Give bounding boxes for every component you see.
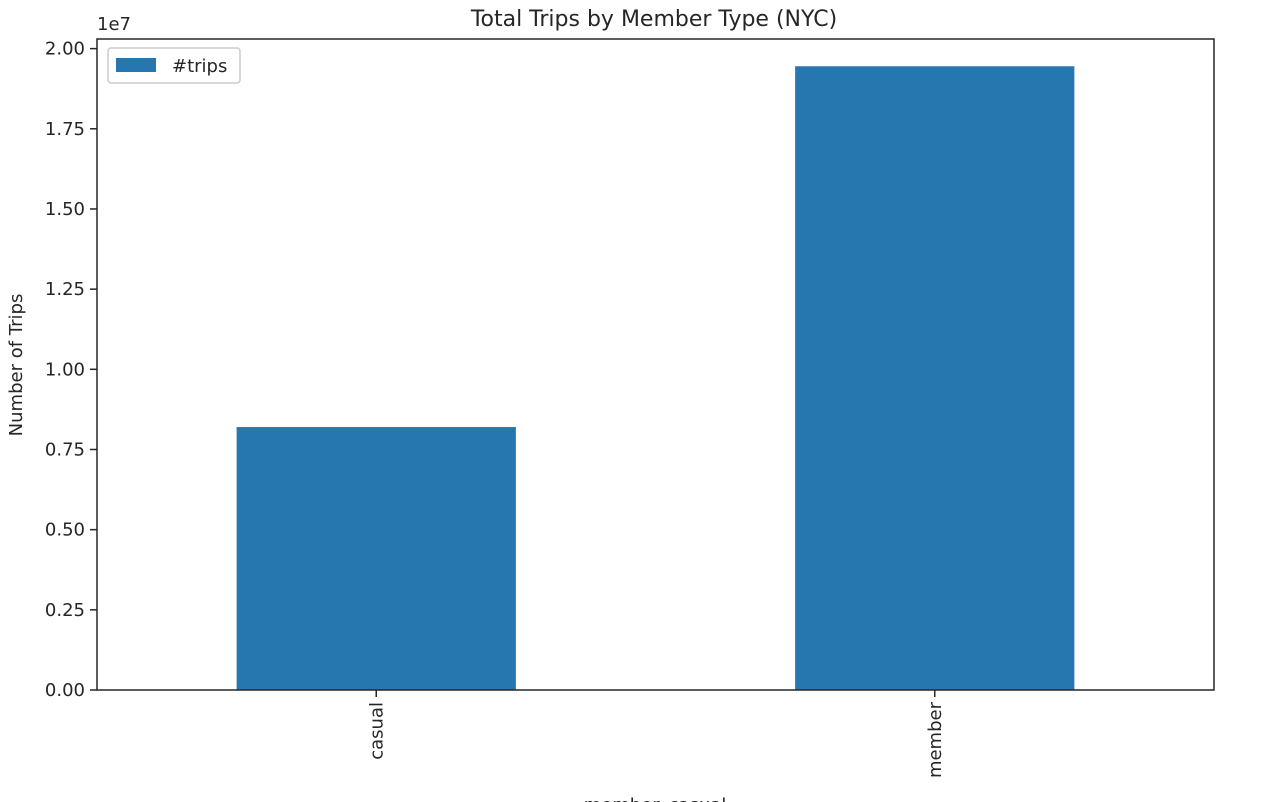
legend-swatch [116,58,156,72]
legend-frame [107,47,241,84]
x-tick-label: casual [366,702,387,760]
x-axis-label: member_casual [584,795,727,802]
y-tick-label: 0.75 [45,439,85,460]
x-tick-label: member [925,701,946,778]
x-axis-ticks: casual member [366,690,946,778]
y-offset-label: 1e7 [97,14,131,35]
chart-title: Total Trips by Member Type (NYC) [470,7,837,32]
y-tick-label: 1.50 [45,199,85,220]
y-tick-label: 1.75 [45,119,85,140]
y-tick-label: 0.25 [45,600,85,621]
plot-frame [96,38,1215,691]
y-axis-label: Number of Trips [6,294,27,437]
bar-member [795,66,1075,691]
y-tick-label: 1.25 [45,279,85,300]
legend-label: #trips [172,56,227,77]
bars-group [236,66,1075,691]
y-axis-ticks: 0.00 0.25 0.50 0.75 1.00 1.25 1.50 1.75 2.00 [45,39,97,701]
y-tick-label: 0.00 [45,680,85,701]
y-tick-label: 2.00 [45,39,85,60]
y-tick-label: 1.00 [45,359,85,380]
y-tick-label: 0.50 [45,520,85,541]
bar-casual [236,427,516,690]
legend: #trips [107,47,241,84]
